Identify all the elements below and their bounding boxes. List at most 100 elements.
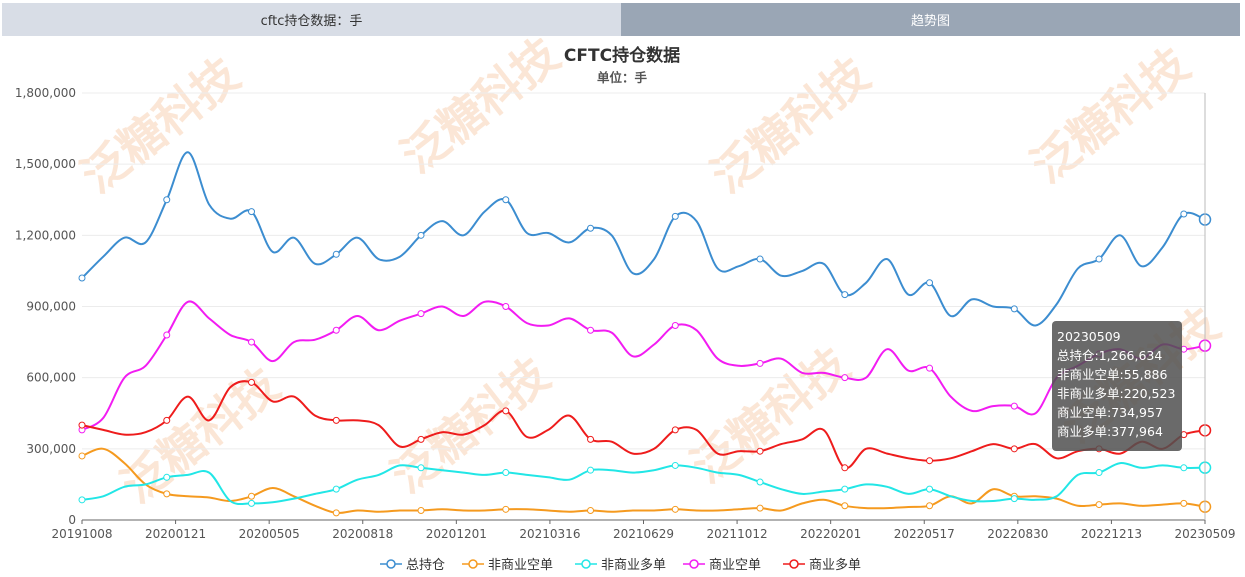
data-point[interactable] bbox=[332, 416, 340, 424]
data-point[interactable] bbox=[587, 326, 595, 334]
y-tick-label: 1,800,000 bbox=[15, 86, 76, 100]
data-point[interactable] bbox=[587, 224, 595, 232]
data-point[interactable] bbox=[163, 490, 171, 498]
data-point[interactable] bbox=[417, 507, 425, 515]
legend-marker bbox=[789, 559, 799, 569]
legend-label[interactable]: 非商业多单 bbox=[601, 557, 666, 573]
data-point[interactable] bbox=[78, 274, 86, 282]
x-tick-label: 20220517 bbox=[894, 527, 955, 541]
x-tick-label: 20210316 bbox=[519, 527, 580, 541]
data-point[interactable] bbox=[502, 303, 510, 310]
data-point[interactable] bbox=[587, 507, 595, 515]
watermark-text: 泛糖科技 bbox=[391, 38, 569, 183]
data-point[interactable] bbox=[841, 291, 849, 299]
x-axis: 20191008 20200121 20200505 20200818 20201201… bbox=[51, 520, 1236, 541]
data-point[interactable] bbox=[671, 505, 679, 513]
data-point[interactable] bbox=[248, 378, 256, 386]
tooltip-line-comm-long: 商业多单:377,964 bbox=[1057, 424, 1163, 439]
data-point[interactable] bbox=[417, 310, 425, 318]
data-point[interactable] bbox=[332, 250, 340, 258]
x-tick-label: 20211012 bbox=[707, 527, 768, 541]
data-point[interactable] bbox=[502, 505, 510, 513]
legend-label[interactable]: 商业多单 bbox=[809, 557, 861, 573]
data-point[interactable] bbox=[78, 496, 86, 504]
data-point[interactable] bbox=[756, 504, 764, 512]
legend[interactable]: 总持仓 非商业空单 非商业多单 商业空单 商业多单 bbox=[380, 557, 861, 573]
data-point[interactable] bbox=[248, 338, 256, 346]
data-point[interactable] bbox=[671, 461, 679, 469]
legend-marker bbox=[386, 559, 396, 569]
y-tick-label: 300,000 bbox=[26, 442, 76, 456]
data-point[interactable] bbox=[671, 212, 679, 220]
data-point[interactable] bbox=[926, 457, 934, 465]
watermark-text: 泛糖科技 bbox=[1021, 38, 1199, 193]
data-point[interactable] bbox=[926, 364, 934, 372]
legend-label[interactable]: 总持仓 bbox=[406, 558, 445, 573]
data-point[interactable] bbox=[163, 416, 171, 424]
x-tick-label: 20200505 bbox=[239, 527, 300, 541]
data-point[interactable] bbox=[248, 208, 256, 216]
data-point[interactable] bbox=[756, 255, 764, 263]
legend-marker bbox=[581, 559, 591, 569]
data-point[interactable] bbox=[502, 196, 510, 204]
chart-title: CFTC持仓数据 bbox=[564, 45, 680, 66]
data-point[interactable] bbox=[1095, 501, 1103, 509]
data-point[interactable] bbox=[502, 407, 510, 415]
data-point[interactable] bbox=[756, 359, 764, 367]
data-point[interactable] bbox=[1180, 464, 1188, 472]
chart-subtitle: 单位：手 bbox=[597, 70, 648, 85]
x-tick-label: 20201201 bbox=[426, 527, 487, 541]
series-layer[interactable] bbox=[78, 151, 1212, 517]
x-tick-label: 20191008 bbox=[51, 527, 112, 541]
data-point[interactable] bbox=[78, 421, 86, 429]
data-point[interactable] bbox=[1180, 499, 1188, 507]
x-tick-label: 20200818 bbox=[332, 527, 393, 541]
watermark-text: 泛糖科技 bbox=[381, 347, 559, 503]
data-point[interactable] bbox=[926, 502, 934, 510]
data-point[interactable] bbox=[756, 478, 764, 486]
data-point[interactable] bbox=[1010, 402, 1018, 410]
data-point[interactable] bbox=[248, 492, 256, 500]
tab-trend-chart[interactable]: 趋势图 bbox=[621, 3, 1240, 36]
data-point[interactable] bbox=[587, 435, 595, 443]
data-point[interactable] bbox=[332, 509, 340, 517]
x-tick-label: 20210629 bbox=[613, 527, 674, 541]
x-tick-label: 20221213 bbox=[1081, 527, 1142, 541]
data-point[interactable] bbox=[248, 499, 256, 507]
data-point[interactable] bbox=[502, 469, 510, 477]
data-point[interactable] bbox=[163, 331, 171, 339]
y-tick-label: 900,000 bbox=[26, 300, 76, 314]
data-point[interactable] bbox=[1095, 469, 1103, 477]
data-point[interactable] bbox=[417, 464, 425, 472]
data-point[interactable] bbox=[417, 435, 425, 443]
data-point[interactable] bbox=[841, 502, 849, 510]
series-line-0[interactable] bbox=[81, 151, 1206, 327]
data-point[interactable] bbox=[671, 426, 679, 434]
data-point[interactable] bbox=[1010, 445, 1018, 453]
data-point[interactable] bbox=[163, 196, 171, 204]
data-point[interactable] bbox=[841, 374, 849, 382]
data-point[interactable] bbox=[926, 485, 934, 493]
legend-label[interactable]: 非商业空单 bbox=[488, 558, 553, 573]
data-point[interactable] bbox=[587, 466, 595, 474]
legend-label[interactable]: 商业空单 bbox=[709, 558, 761, 573]
tooltip-line-total: 总持仓:1,266,634 bbox=[1057, 348, 1163, 363]
data-point[interactable] bbox=[1010, 495, 1018, 503]
data-point[interactable] bbox=[78, 452, 86, 460]
tab-cftc-data[interactable]: cftc持仓数据：手 bbox=[2, 3, 621, 36]
data-point[interactable] bbox=[1010, 305, 1018, 313]
data-point[interactable] bbox=[332, 485, 340, 493]
y-axis: 0 300,000 600,000 900,000 1,200,000 1,500,000… bbox=[15, 86, 76, 527]
data-point[interactable] bbox=[841, 464, 849, 472]
data-point[interactable] bbox=[417, 231, 425, 239]
data-point[interactable] bbox=[841, 485, 849, 493]
data-point[interactable] bbox=[926, 279, 934, 287]
data-point[interactable] bbox=[332, 326, 340, 334]
data-point[interactable] bbox=[756, 447, 764, 455]
data-point[interactable] bbox=[671, 321, 679, 329]
x-tick-label: 20200121 bbox=[145, 527, 206, 541]
data-point[interactable] bbox=[163, 473, 171, 481]
y-tick-label: 1,500,000 bbox=[15, 157, 76, 171]
data-point[interactable] bbox=[1095, 255, 1103, 263]
data-point[interactable] bbox=[1180, 210, 1188, 218]
